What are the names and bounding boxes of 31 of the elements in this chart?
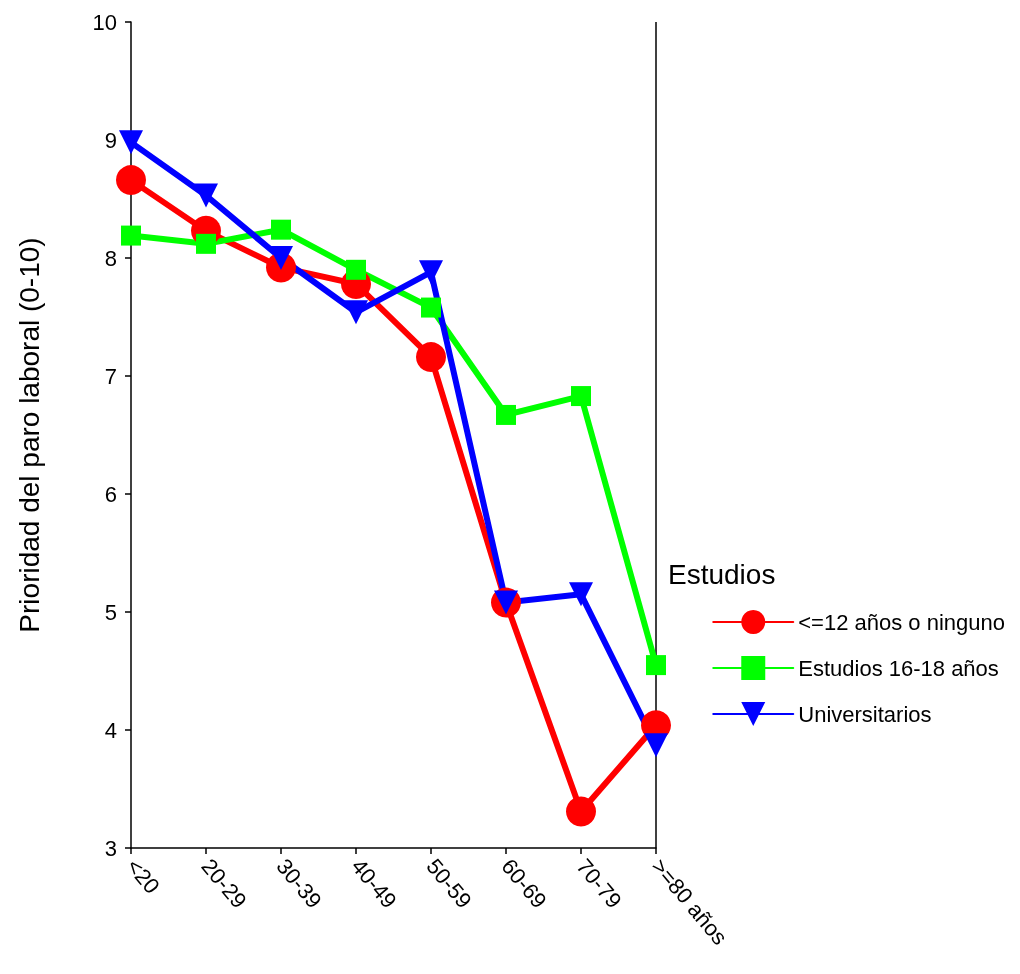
y-tick-label: 3 [104,835,117,861]
legend-label: Estudios 16-18 años [798,655,999,681]
point [196,233,216,254]
point [271,219,291,240]
point [416,342,446,373]
y-tick-label: 10 [92,9,117,35]
point [421,297,441,318]
point [119,130,143,155]
legend-label: Universitarios [798,701,932,727]
point [571,386,591,407]
y-axis-title: Prioridad del paro laboral (0-10) [13,237,45,633]
point [419,260,443,285]
x-tick-label: <20 [121,853,165,899]
y-tick-label: 5 [104,599,117,625]
point [646,655,666,676]
point [569,582,593,607]
point [116,165,146,196]
legend-label: <=12 años o ninguno [798,609,1006,635]
point [344,300,368,325]
y-tick-label: 7 [104,363,117,389]
y-tick-label: 6 [104,481,117,507]
point [346,259,366,280]
point [121,225,141,246]
point [496,404,516,425]
point [194,183,218,208]
legend-title: Estudios [668,558,776,590]
y-tick-label: 8 [104,245,117,271]
y-tick-label: 4 [104,717,117,743]
y-tick-label: 9 [104,127,117,153]
point [644,733,668,758]
point [566,796,596,827]
